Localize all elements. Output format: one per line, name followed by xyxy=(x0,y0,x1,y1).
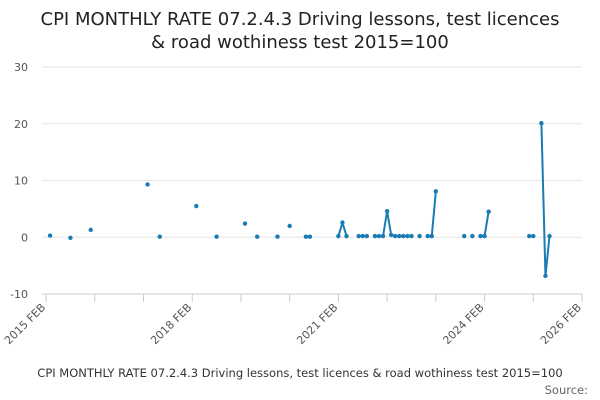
series-segment xyxy=(382,210,389,238)
x-tick-label: 2024 FEB xyxy=(440,301,486,347)
data-point[interactable] xyxy=(356,233,361,239)
data-point[interactable] xyxy=(340,220,345,225)
data-point[interactable] xyxy=(470,233,475,239)
data-point[interactable] xyxy=(527,233,532,239)
data-point[interactable] xyxy=(380,233,386,239)
y-tick-label: 0 xyxy=(21,231,28,244)
series-segment xyxy=(341,221,348,238)
series-segment xyxy=(540,122,547,277)
data-point[interactable] xyxy=(433,189,439,194)
y-tick-label: 10 xyxy=(14,175,28,188)
data-point[interactable] xyxy=(384,208,390,214)
data-point[interactable] xyxy=(417,233,422,239)
data-point[interactable] xyxy=(157,234,162,239)
data-point[interactable] xyxy=(462,233,467,239)
x-tick-label: 2018 FEB xyxy=(148,301,194,347)
data-point[interactable] xyxy=(47,233,53,238)
data-point[interactable] xyxy=(344,233,349,239)
data-point[interactable] xyxy=(303,234,309,239)
data-point[interactable] xyxy=(425,233,430,239)
y-axis-tick-labels: 30 20 10 0 -10 xyxy=(10,61,28,301)
data-point[interactable] xyxy=(401,233,406,239)
x-tick-label: 2015 FEB xyxy=(2,301,48,347)
grid-lines xyxy=(42,66,582,295)
data-point[interactable] xyxy=(254,234,260,239)
data-point[interactable] xyxy=(547,233,552,239)
x-tick-label: 2021 FEB xyxy=(294,301,340,347)
data-point[interactable] xyxy=(405,233,410,239)
x-axis-tick-labels: 2015 FEB 2018 FEB 2021 FEB 2024 FEB 2026 FEB xyxy=(2,301,584,347)
x-axis xyxy=(42,293,583,302)
series-segment xyxy=(544,235,551,277)
data-point[interactable] xyxy=(539,120,544,126)
data-point[interactable] xyxy=(388,232,394,238)
data-point[interactable] xyxy=(336,233,341,239)
data-point[interactable] xyxy=(543,273,548,279)
data-point[interactable] xyxy=(275,234,280,239)
data-point[interactable] xyxy=(409,233,414,239)
data-point[interactable] xyxy=(376,233,382,239)
series-segment xyxy=(483,210,490,238)
x-tick-label: 2026 FEB xyxy=(538,301,584,347)
series-segment xyxy=(430,190,437,238)
data-point[interactable] xyxy=(531,233,536,239)
data-point[interactable] xyxy=(364,233,370,239)
data-point[interactable] xyxy=(145,182,150,187)
series-lines xyxy=(304,122,551,277)
data-point[interactable] xyxy=(429,233,434,239)
series-points xyxy=(47,120,552,279)
data-point[interactable] xyxy=(482,233,487,239)
data-point[interactable] xyxy=(194,203,199,209)
y-tick-label: 30 xyxy=(14,61,28,74)
chart-title-line-1: CPI MONTHLY RATE 07.2.4.3 Driving lesson… xyxy=(40,9,560,30)
chart-title-line-2: & road wothiness test 2015=100 xyxy=(151,32,449,53)
data-point[interactable] xyxy=(214,234,219,239)
data-point[interactable] xyxy=(307,234,313,239)
data-point[interactable] xyxy=(478,233,483,239)
data-point[interactable] xyxy=(486,209,491,214)
data-point[interactable] xyxy=(287,223,292,229)
data-point[interactable] xyxy=(372,233,378,239)
y-tick-label: 20 xyxy=(14,118,28,131)
y-tick-label: -10 xyxy=(10,288,28,301)
data-point[interactable] xyxy=(68,235,73,241)
series-segment xyxy=(386,210,393,236)
data-point[interactable] xyxy=(88,227,93,233)
data-point[interactable] xyxy=(397,233,402,239)
source-label: Source: xyxy=(544,383,588,397)
data-point[interactable] xyxy=(242,221,248,226)
data-point[interactable] xyxy=(360,233,365,239)
legend-label[interactable]: CPI MONTHLY RATE 07.2.4.3 Driving lesson… xyxy=(37,366,563,380)
chart-title: CPI MONTHLY RATE 07.2.4.3 Driving lesson… xyxy=(0,8,600,54)
series-segment xyxy=(337,221,344,238)
data-point[interactable] xyxy=(393,233,398,239)
